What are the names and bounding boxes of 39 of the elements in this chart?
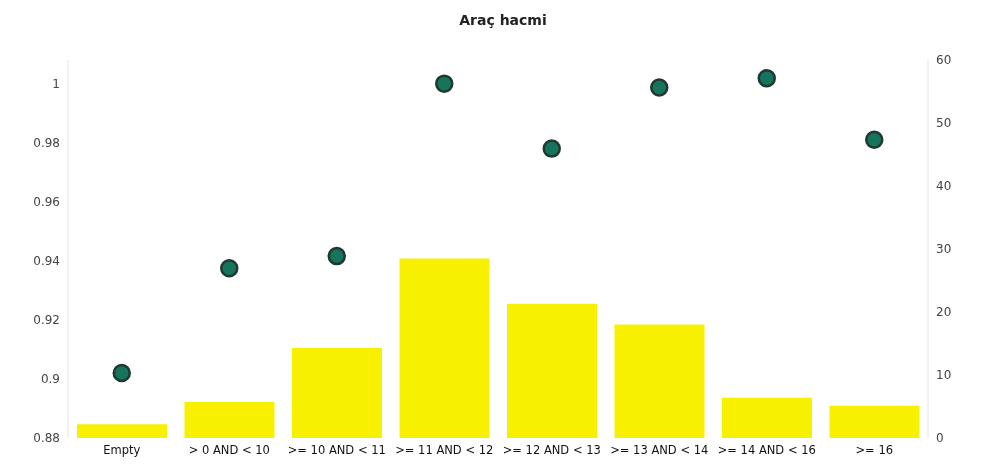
x-tick-label: >= 12 AND < 13 — [502, 443, 601, 458]
bar — [399, 258, 490, 438]
y2-tick-label: 0 — [936, 431, 944, 446]
y-tick-label: 1 — [52, 76, 60, 91]
bar — [184, 402, 275, 438]
bar — [507, 303, 597, 438]
y2-tick-label: 50 — [936, 116, 952, 131]
bar — [292, 347, 382, 438]
point — [327, 246, 346, 266]
x-tick-label: >= 11 AND < 12 — [395, 443, 494, 458]
y-tick-label: 0.94 — [33, 254, 60, 269]
y-tick-label: 0.96 — [33, 195, 60, 210]
x-tick-label: Empty — [103, 443, 141, 458]
point — [220, 258, 239, 278]
y2-tick-label: 20 — [936, 305, 952, 320]
point — [112, 363, 131, 383]
y2-tick-label: 40 — [936, 179, 952, 194]
x-tick-label: > 0 AND < 10 — [188, 443, 270, 458]
y2-tick-label: 30 — [936, 242, 952, 257]
y2-tick-label: 10 — [936, 368, 952, 383]
bar — [77, 424, 167, 438]
point — [865, 130, 884, 149]
bar — [829, 405, 920, 438]
y-tick-label: 0.9 — [40, 372, 60, 387]
y-tick-label: 0.88 — [33, 431, 60, 446]
point — [435, 74, 454, 93]
y-tick-label: 0.98 — [33, 135, 60, 150]
bar — [614, 324, 705, 438]
point — [650, 78, 669, 97]
bar — [722, 397, 812, 438]
x-tick-label: >= 14 AND < 16 — [717, 443, 816, 458]
x-tick-label: >= 13 AND < 14 — [610, 443, 709, 458]
chart-title: Araç hacmi — [458, 11, 548, 30]
point — [542, 139, 561, 158]
point — [757, 69, 776, 88]
y2-tick-label: 60 — [936, 53, 952, 68]
y-tick-label: 0.92 — [33, 313, 60, 328]
x-tick-label: >= 16 — [855, 443, 894, 458]
x-tick-label: >= 10 AND < 11 — [287, 443, 386, 458]
